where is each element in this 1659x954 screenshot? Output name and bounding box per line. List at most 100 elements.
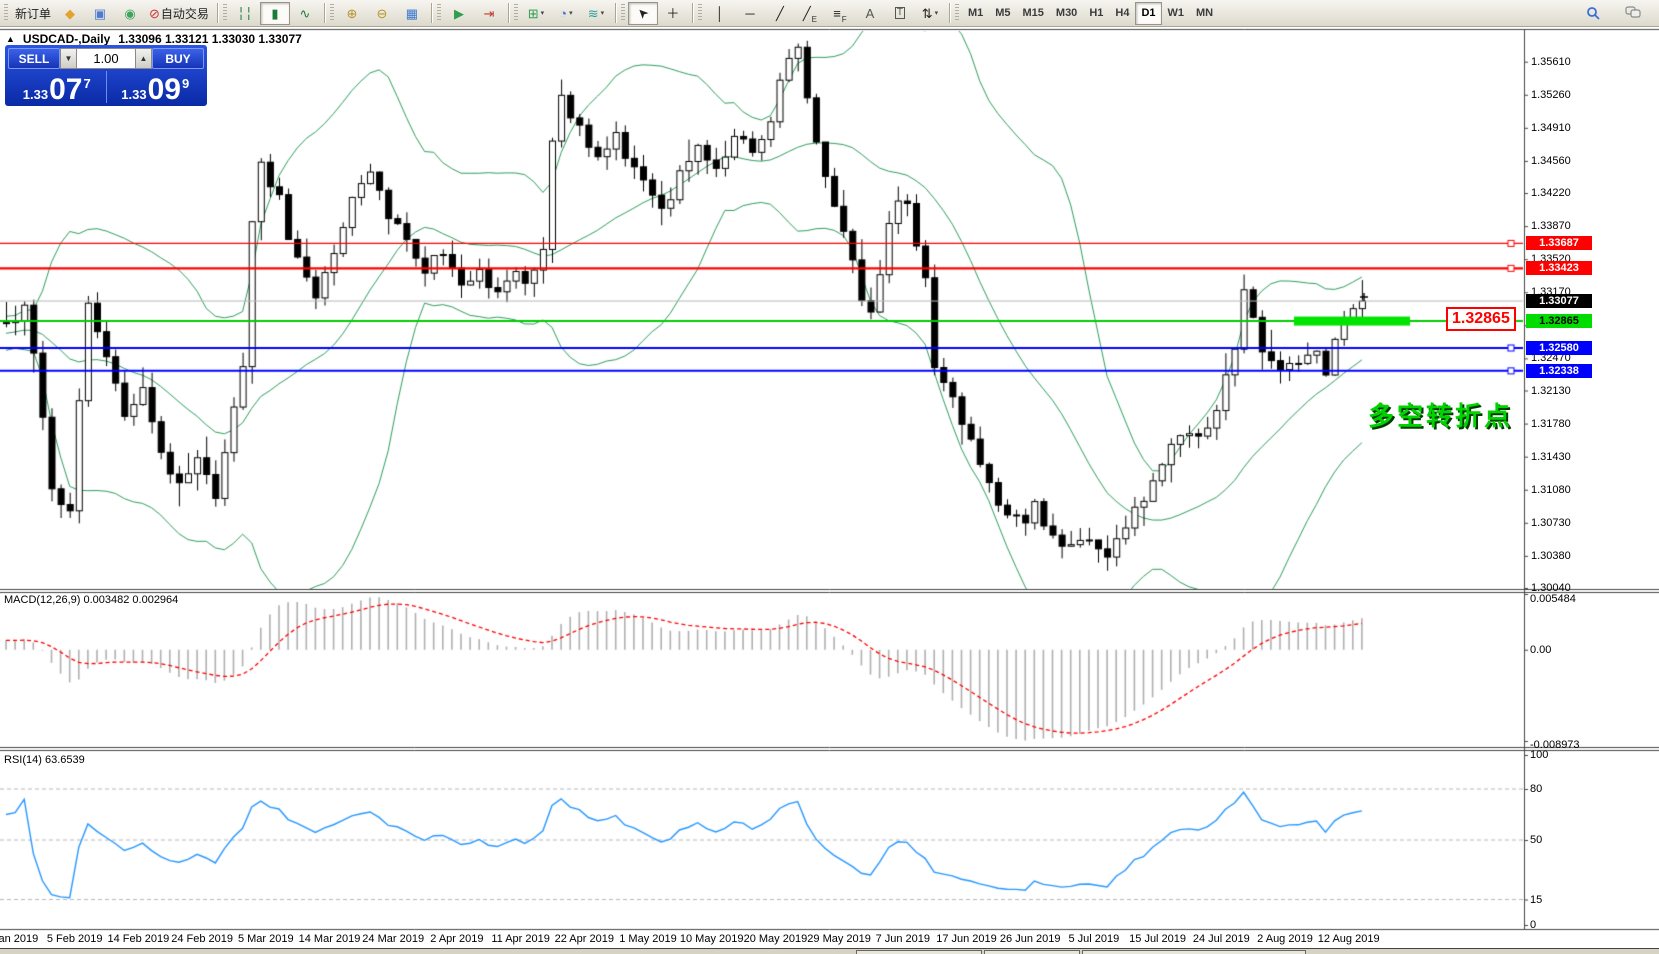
- date-axis-label: 11 Apr 2019: [491, 933, 550, 945]
- chart-shift-icon: ⇥: [483, 5, 495, 21]
- price-tick-label: 1.30730: [1531, 516, 1571, 529]
- chart-symbol-label: USDCAD-,Daily: [22, 32, 111, 46]
- cursor-icon: ➤: [633, 3, 653, 23]
- autotrading-glyph: ⊘: [149, 5, 160, 21]
- price-tag-1.33687: 1.33687: [1526, 236, 1592, 251]
- price-tick-label: 1.33870: [1531, 220, 1571, 233]
- price-tick-label: 1.31780: [1531, 417, 1571, 430]
- search-icon[interactable]: [1578, 2, 1608, 25]
- line-chart-icon[interactable]: ∿: [290, 2, 320, 25]
- toolbar-grip: [513, 4, 518, 22]
- date-axis-label: 29 May 2019: [807, 933, 871, 945]
- signals-icon[interactable]: ◉: [115, 2, 145, 25]
- charts-window-icon[interactable]: ▣: [85, 2, 115, 25]
- timeframe-m30[interactable]: M30: [1055, 7, 1078, 19]
- price-tag-1.33077: 1.33077: [1526, 294, 1592, 309]
- autotrading-button[interactable]: ⊘ 自动交易: [145, 2, 213, 25]
- window-tab[interactable]: [984, 950, 1080, 954]
- trendline-icon[interactable]: ╱: [765, 2, 795, 25]
- toolbar-separator: [507, 3, 509, 23]
- fibonacci-icon[interactable]: ≡ F: [825, 2, 855, 25]
- new-order-button[interactable]: 新订单: [11, 2, 55, 25]
- timeframe-mn[interactable]: MN: [1196, 7, 1214, 19]
- arrows-icon: ⇅: [921, 5, 933, 21]
- tool-subscript: F: [841, 14, 847, 24]
- horizontal-line-icon[interactable]: ─: [735, 2, 765, 25]
- sell-price[interactable]: 1.33 07 7: [8, 71, 107, 105]
- zoom-in-icon[interactable]: ⊕: [337, 2, 367, 25]
- toolbar-separator: [430, 3, 432, 23]
- timeframe-w1[interactable]: W1: [1167, 7, 1185, 19]
- tile-windows-icon[interactable]: ▦: [397, 2, 427, 25]
- price-annotation-box[interactable]: 1.32865: [1446, 307, 1516, 331]
- text-icon[interactable]: A: [855, 2, 885, 25]
- turning-point-annotation[interactable]: 多空转折点: [1368, 401, 1514, 431]
- dropdown-arrow-icon[interactable]: ▾: [540, 10, 545, 17]
- rsi-axis-label: 80: [1530, 783, 1543, 795]
- window-tab[interactable]: [1082, 950, 1306, 954]
- chart-shift-icon[interactable]: ⇥: [474, 2, 504, 25]
- mql-editor-icon: ◆: [65, 5, 76, 21]
- timeframe-m1[interactable]: M1: [967, 7, 984, 19]
- vertical-line-icon[interactable]: │: [705, 2, 735, 25]
- auto-scroll-icon[interactable]: ▶: [444, 2, 474, 25]
- collapse-icon[interactable]: ▲: [6, 34, 15, 44]
- window-tab[interactable]: [856, 950, 982, 954]
- indicators-icon[interactable]: ≋ ▾: [581, 2, 611, 25]
- toolbar-separator: [948, 3, 950, 23]
- periods-icon[interactable]: ◔ ▾: [551, 2, 581, 25]
- arrows-icon[interactable]: ⇅ ▾: [915, 2, 945, 25]
- charts-window-icon: ▣: [93, 5, 107, 21]
- macd-indicator-label: MACD(12,26,9) 0.003482 0.002964: [4, 594, 179, 606]
- date-axis-label: 5 Mar 2019: [237, 933, 294, 945]
- price-tick-label: 1.34220: [1531, 187, 1571, 200]
- dropdown-arrow-icon[interactable]: ▾: [569, 10, 573, 17]
- volume-decrease-button[interactable]: ▼: [60, 48, 77, 69]
- auto-scroll-icon: ▶: [453, 5, 464, 21]
- crosshair-icon[interactable]: ＋: [658, 2, 688, 25]
- price-tick-label: 1.35610: [1531, 55, 1571, 68]
- periods-icon: ◔: [559, 5, 568, 21]
- buy-button[interactable]: BUY: [152, 48, 204, 69]
- date-axis-label: 1 May 2019: [619, 933, 677, 945]
- timeframe-d1[interactable]: D1: [1135, 1, 1162, 25]
- bar-chart-icon[interactable]: ╎╎: [230, 2, 260, 25]
- signals-icon: ◉: [124, 5, 136, 21]
- buy-price-big: 09: [147, 73, 181, 106]
- indicators-icon: ≋: [587, 5, 599, 21]
- zoom-out-icon[interactable]: ⊖: [367, 2, 397, 25]
- chat-icon[interactable]: [1618, 2, 1648, 25]
- vertical-line-icon: │: [715, 5, 724, 21]
- toolbar-separator: [216, 3, 218, 23]
- candlestick-chart-icon: ▮: [271, 5, 279, 21]
- volume-input[interactable]: [77, 48, 135, 69]
- price-tick-label: 1.34910: [1531, 121, 1571, 134]
- tile-windows-icon: ▦: [405, 5, 419, 21]
- toolbar-right-icons: [1578, 2, 1656, 25]
- sell-button[interactable]: SELL: [8, 48, 60, 69]
- equidistant-channel-icon[interactable]: ╱ E: [795, 2, 825, 25]
- cursor-icon[interactable]: ➤: [627, 1, 658, 25]
- timeframe-m15[interactable]: M15: [1022, 7, 1044, 19]
- toolbar-separator: [614, 3, 616, 23]
- date-axis-label: 7 Jun 2019: [875, 933, 931, 945]
- dropdown-arrow-icon[interactable]: ▾: [600, 10, 605, 17]
- timeframe-h4[interactable]: H4: [1115, 7, 1130, 19]
- timeframe-h1[interactable]: H1: [1089, 7, 1104, 19]
- text-label-icon[interactable]: T: [885, 2, 915, 25]
- mql-editor-icon[interactable]: ◆: [55, 2, 85, 25]
- price-tag-1.32338: 1.32338: [1526, 363, 1592, 378]
- buy-price[interactable]: 1.33 09 9: [107, 71, 205, 106]
- volume-increase-button[interactable]: ▲: [135, 48, 152, 69]
- dropdown-arrow-icon[interactable]: ▾: [934, 10, 939, 17]
- zoom-out-icon: ⊖: [376, 5, 388, 21]
- equidistant-channel-icon: ╱: [802, 5, 811, 21]
- trendline-icon: ╱: [776, 5, 784, 21]
- window-tabs-strip: [0, 948, 1659, 954]
- candlestick-chart-icon[interactable]: ▮: [259, 1, 290, 25]
- date-axis-label: 5 Feb 2019: [46, 933, 103, 945]
- tool-subscript: E: [811, 14, 818, 24]
- new-chart-icon[interactable]: ⊞ ▾: [521, 2, 551, 25]
- timeframe-m5[interactable]: M5: [995, 7, 1011, 19]
